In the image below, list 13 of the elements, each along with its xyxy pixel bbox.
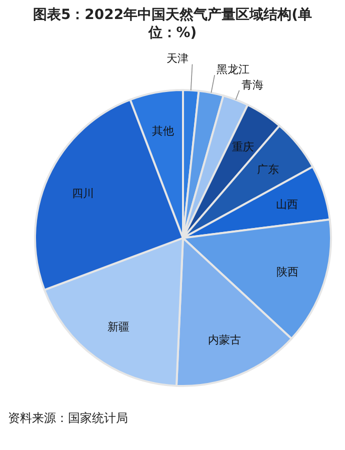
slice-label: 青海	[241, 78, 264, 92]
slice-label: 黑龙江	[216, 63, 250, 76]
slice-label: 天津	[166, 52, 188, 66]
slice-label: 其他	[152, 124, 174, 138]
chart-title: 图表5：2022年中国天然气产量区域结构(单位：%)	[32, 6, 314, 42]
slice-label: 广东	[257, 162, 280, 176]
slice-label: 陕西	[276, 266, 298, 279]
slice-label: 四川	[72, 186, 94, 200]
text: 资料来源：国家统计局	[8, 410, 128, 427]
slice-label: 山西	[276, 198, 298, 212]
slice-label: 内蒙古	[208, 333, 242, 346]
slice-label: 重庆	[232, 140, 254, 154]
slice-label: 新疆	[108, 320, 130, 334]
